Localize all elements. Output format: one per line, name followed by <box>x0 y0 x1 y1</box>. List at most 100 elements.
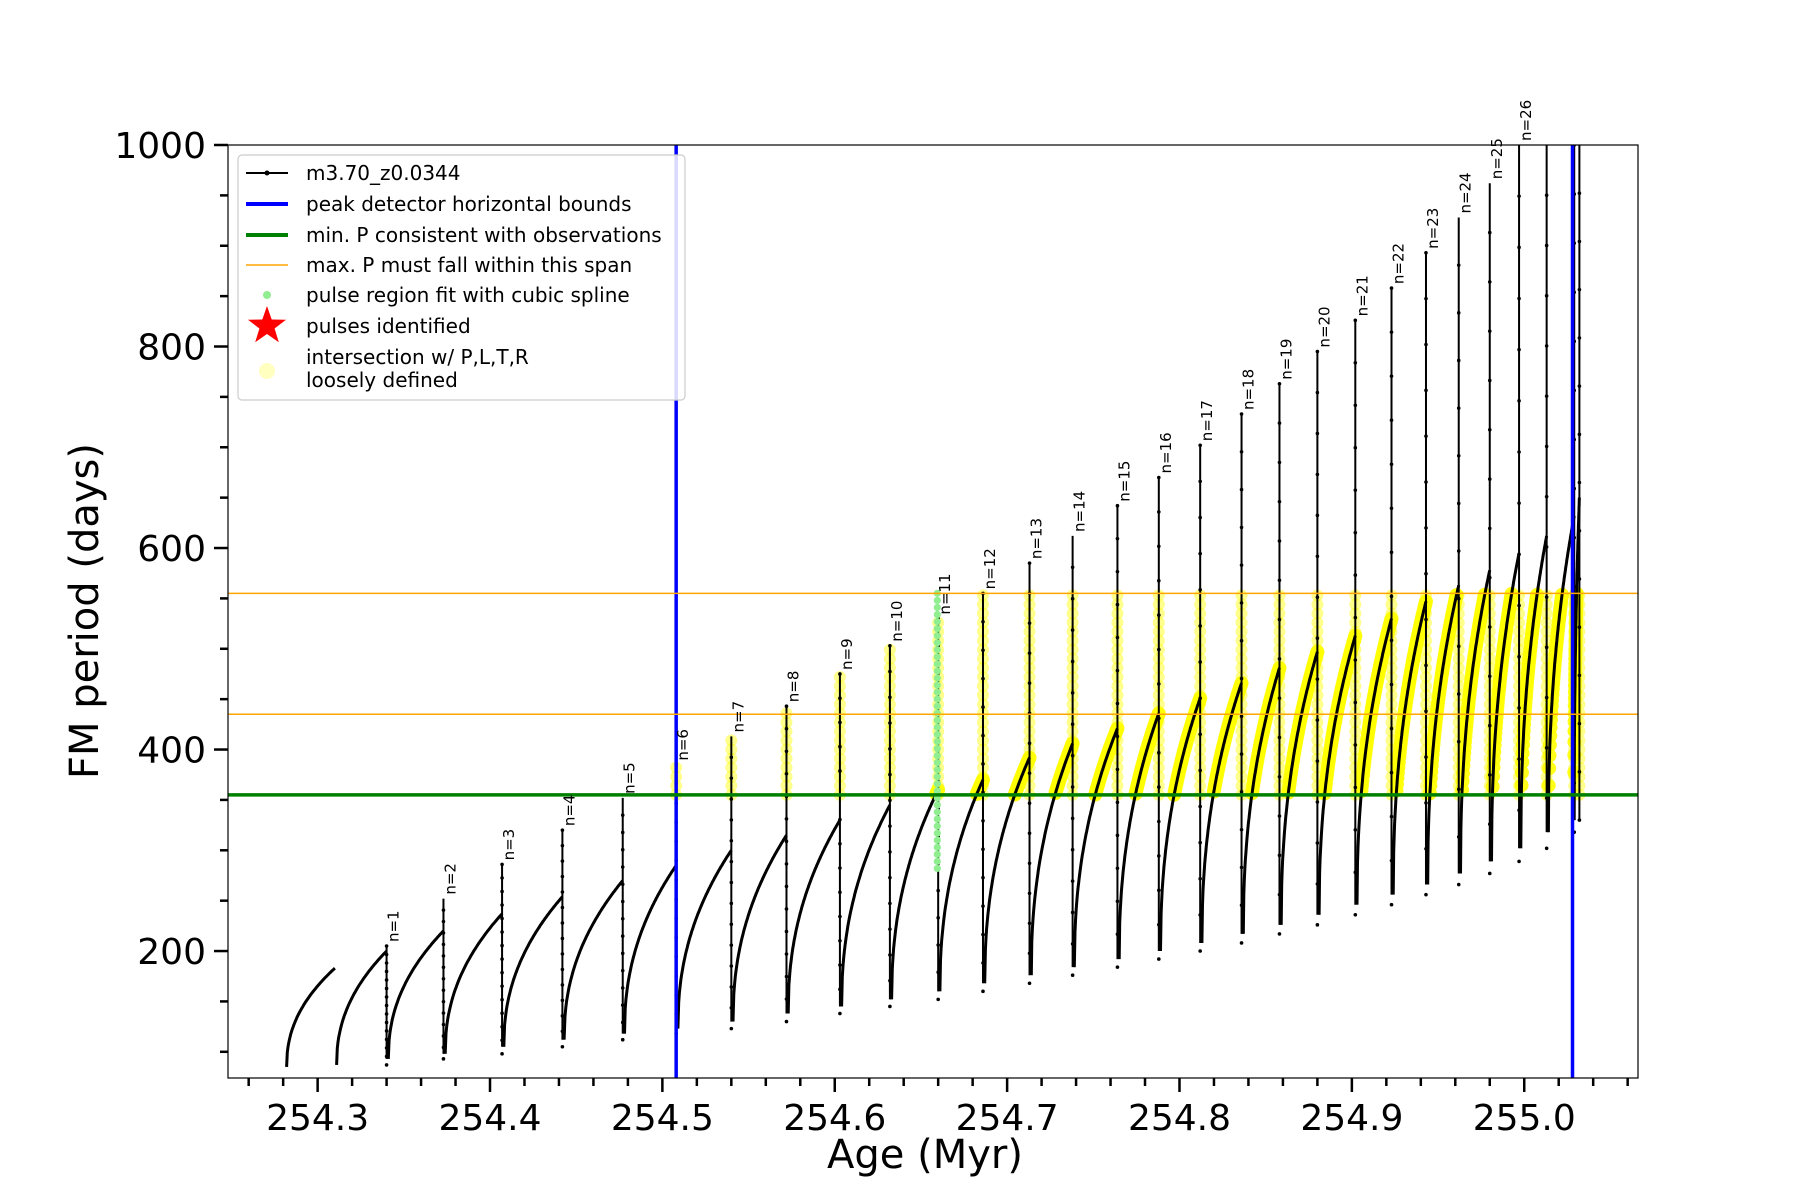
spike-point <box>981 875 985 880</box>
spike-point <box>1315 595 1320 600</box>
spike-point <box>1277 578 1282 583</box>
y-tick-label: 600 <box>137 529 206 570</box>
spike-point <box>620 1037 625 1042</box>
spline-point <box>933 829 941 837</box>
spike-point <box>1353 615 1358 620</box>
spike-point <box>1198 587 1202 592</box>
spline-point <box>933 702 941 710</box>
spike-point <box>729 838 734 843</box>
spike-point <box>1487 871 1492 876</box>
spike-point <box>888 875 892 880</box>
spike-point <box>1277 499 1282 504</box>
spike-point <box>620 951 625 956</box>
spike-point <box>981 648 985 653</box>
spike-point <box>500 943 504 948</box>
spike-point <box>888 747 892 751</box>
spike-point <box>1198 804 1202 809</box>
spike-point <box>441 942 446 947</box>
spike-point <box>1115 635 1120 640</box>
spline-point <box>933 632 941 640</box>
spline-point <box>933 759 941 767</box>
spike-point <box>1277 853 1282 858</box>
spike-point <box>1424 434 1428 438</box>
spike-point <box>1239 601 1244 605</box>
spline-point <box>933 836 941 844</box>
spike-point <box>620 968 625 973</box>
spike-point <box>936 997 940 1002</box>
spike-point <box>1277 814 1282 818</box>
spike-point <box>1389 814 1394 819</box>
spike-point <box>1577 721 1582 726</box>
spike-point <box>888 850 892 854</box>
spike-point <box>838 672 842 676</box>
spike-point <box>620 813 625 817</box>
spike-point <box>1577 528 1582 533</box>
spike-point <box>1157 854 1161 858</box>
spike-point <box>1517 399 1521 403</box>
spline-point <box>933 653 941 661</box>
spike-point <box>1353 403 1358 408</box>
spike-point <box>1277 696 1282 700</box>
spike-point <box>1456 596 1461 601</box>
legend-entry-pulse: pulses identified <box>248 306 471 343</box>
spike-point <box>1353 700 1358 705</box>
spike-point <box>981 989 985 994</box>
spike-point <box>1157 682 1161 686</box>
spike-point <box>784 1019 789 1024</box>
spike-point <box>1517 450 1521 454</box>
spike-point <box>1544 695 1549 700</box>
spike-point <box>1424 342 1428 347</box>
pulse-label: n=2 <box>441 863 459 895</box>
spike-point <box>1315 636 1320 641</box>
spline-point <box>933 709 941 717</box>
spike-point <box>1315 841 1320 845</box>
spike-point <box>981 676 985 681</box>
spike-point <box>1487 427 1492 432</box>
spike-point <box>784 749 789 754</box>
spike-point <box>1424 296 1428 301</box>
cycle-5 <box>562 797 625 1042</box>
spike-point <box>1157 613 1161 617</box>
spike-point <box>560 1014 565 1018</box>
cycle-4 <box>502 828 565 1049</box>
cycle-29 <box>1572 145 1582 822</box>
cycle-curve <box>1355 618 1393 905</box>
spike-point <box>500 1024 504 1029</box>
spike-point <box>1070 596 1075 601</box>
spike-point <box>620 847 625 852</box>
spike-point <box>1517 501 1521 505</box>
spike-point <box>560 936 565 941</box>
spike-point <box>1115 833 1120 838</box>
spike-point <box>1198 624 1202 628</box>
spike-point <box>1577 625 1582 629</box>
spike-point <box>441 908 446 912</box>
spike-point <box>1517 552 1521 557</box>
spike-point <box>620 882 625 887</box>
spike-point <box>981 733 985 738</box>
cycle-curve <box>1546 515 1576 833</box>
spike-point <box>560 828 565 832</box>
spike-point <box>384 995 389 999</box>
spike-point <box>560 921 565 925</box>
spike-point <box>838 914 842 919</box>
spike-point <box>441 976 446 981</box>
spike-point <box>1198 768 1202 773</box>
spike-point <box>384 978 389 982</box>
spike-point <box>1353 912 1358 917</box>
spike-point <box>1277 381 1282 386</box>
spike-point <box>1424 755 1428 759</box>
spike-point <box>1198 949 1202 953</box>
spike-point <box>1027 651 1032 655</box>
spline-point <box>933 815 941 823</box>
cycle-20 <box>1279 349 1320 927</box>
spike-point <box>441 988 446 992</box>
pulse-label: n=16 <box>1157 432 1175 473</box>
spike-point <box>1027 801 1032 806</box>
spike-point <box>560 905 565 910</box>
spline-point <box>933 822 941 830</box>
spike-point <box>1157 510 1161 514</box>
spline-point <box>933 857 941 865</box>
spike-point <box>981 932 985 937</box>
spike-point <box>1115 569 1120 574</box>
